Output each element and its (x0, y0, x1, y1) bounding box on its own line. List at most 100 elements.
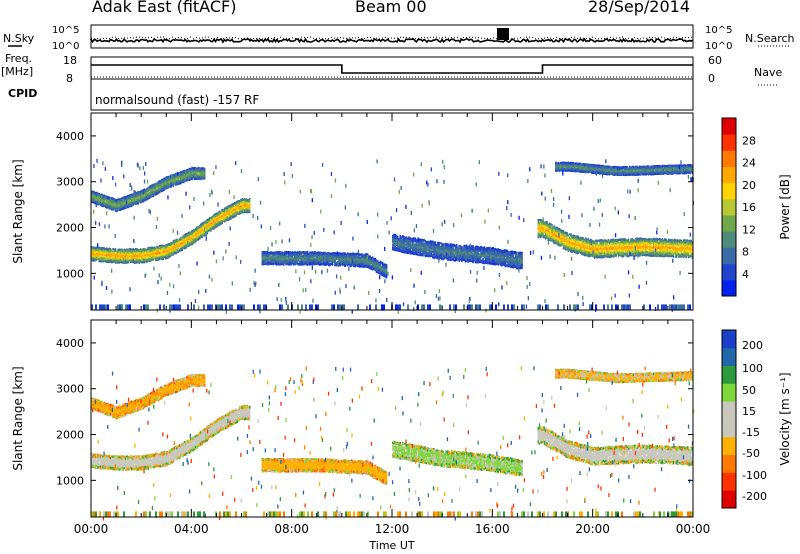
echo-cell (178, 240, 180, 242)
echo-cell (214, 219, 216, 221)
echo-cell (211, 217, 213, 219)
echo-cell (196, 238, 198, 240)
echo-cell (226, 212, 228, 214)
echo-cell (173, 241, 175, 243)
echo-cell (94, 250, 96, 252)
cpid-text: normalsound (fast) -157 RF (95, 93, 259, 107)
echo-cell (196, 227, 198, 229)
echo-cell (135, 200, 137, 202)
echo-cell (161, 184, 163, 186)
echo-cell (131, 254, 133, 256)
echo-cell (164, 185, 166, 187)
echo-cell (235, 209, 237, 211)
echo-cell (96, 257, 98, 259)
echo-cell (96, 199, 98, 201)
echo-cell (164, 178, 166, 180)
echo-cell (247, 202, 249, 204)
echo-cell (147, 197, 149, 199)
echo-cell (140, 257, 142, 259)
echo-cell (191, 233, 193, 235)
echo-cell (154, 187, 156, 189)
echo-cell (94, 196, 96, 198)
echo-cell (117, 204, 119, 206)
echo-cell (94, 192, 96, 194)
echo-cell (240, 204, 242, 206)
echo-cell (180, 243, 182, 245)
echo-cell (99, 256, 101, 258)
echo-cell (94, 258, 96, 260)
echo-cell (208, 230, 210, 232)
echo-cell (104, 248, 106, 250)
echo-cell (137, 249, 139, 251)
echo-cell (191, 243, 193, 245)
echo-cell (210, 225, 212, 227)
echo-cell (101, 247, 103, 249)
echo-cell (189, 243, 191, 245)
echo-cell (104, 195, 106, 197)
echo-cell (140, 194, 142, 196)
echo-cell (99, 199, 101, 201)
freq-frame (91, 57, 693, 79)
echo-cell (126, 252, 128, 254)
echo-cell (142, 258, 144, 260)
echo-cell (224, 220, 226, 222)
echo-cell (159, 191, 161, 193)
echo-cell (178, 243, 180, 245)
echo-cell (173, 174, 175, 176)
echo-cell (208, 227, 210, 229)
echo-cell (181, 238, 183, 240)
echo-cell (233, 205, 235, 207)
echo-cell (173, 242, 175, 244)
echo-cell (120, 259, 122, 261)
echo-cell (221, 222, 223, 224)
echo-cell (168, 186, 170, 188)
echo-cell (238, 207, 240, 209)
echo-cell (175, 249, 177, 251)
echo-cell (238, 209, 240, 211)
echo-cell (142, 195, 144, 197)
echo-cell (216, 221, 218, 223)
echo-cell (244, 211, 246, 213)
echo-cell (117, 208, 119, 210)
echo-cell (226, 214, 228, 216)
echo-cell (221, 218, 223, 220)
echo-cell (224, 209, 226, 211)
echo-cell (121, 205, 123, 207)
echo-cell (145, 252, 147, 254)
frequency-panel (91, 57, 778, 85)
echo-cell (219, 216, 221, 218)
echo-cell (228, 216, 230, 218)
echo-cell (238, 201, 240, 203)
echo-cell (181, 239, 183, 241)
echo-cell (112, 258, 114, 260)
echo-cell (101, 201, 103, 203)
echo-cell (216, 224, 218, 226)
echo-cell (166, 244, 168, 246)
echo-cell (151, 192, 153, 194)
echo-cell (175, 252, 177, 254)
echo-cell (170, 250, 172, 252)
echo-cell (131, 196, 133, 198)
echo-cell (107, 261, 109, 263)
echo-cell (226, 210, 228, 212)
echo-cell (235, 202, 237, 204)
echo-cell (104, 251, 106, 253)
echo-cell (191, 238, 193, 240)
echo-cell (242, 203, 244, 205)
echo-cell (147, 190, 149, 192)
echo-cell (101, 198, 103, 200)
echo-cell (166, 255, 168, 257)
echo-cell (115, 248, 117, 250)
echo-cell (106, 202, 108, 204)
echo-cell (194, 239, 196, 241)
echo-cell (134, 250, 136, 252)
echo-cell (154, 249, 156, 251)
echo-cell (135, 250, 137, 252)
echo-cell (154, 246, 156, 248)
echo-cell (96, 254, 98, 256)
echo-cell (244, 202, 246, 204)
echo-cell (112, 260, 114, 262)
echo-cell (159, 189, 161, 191)
echo-cell (101, 194, 103, 196)
echo-cell (135, 252, 137, 254)
